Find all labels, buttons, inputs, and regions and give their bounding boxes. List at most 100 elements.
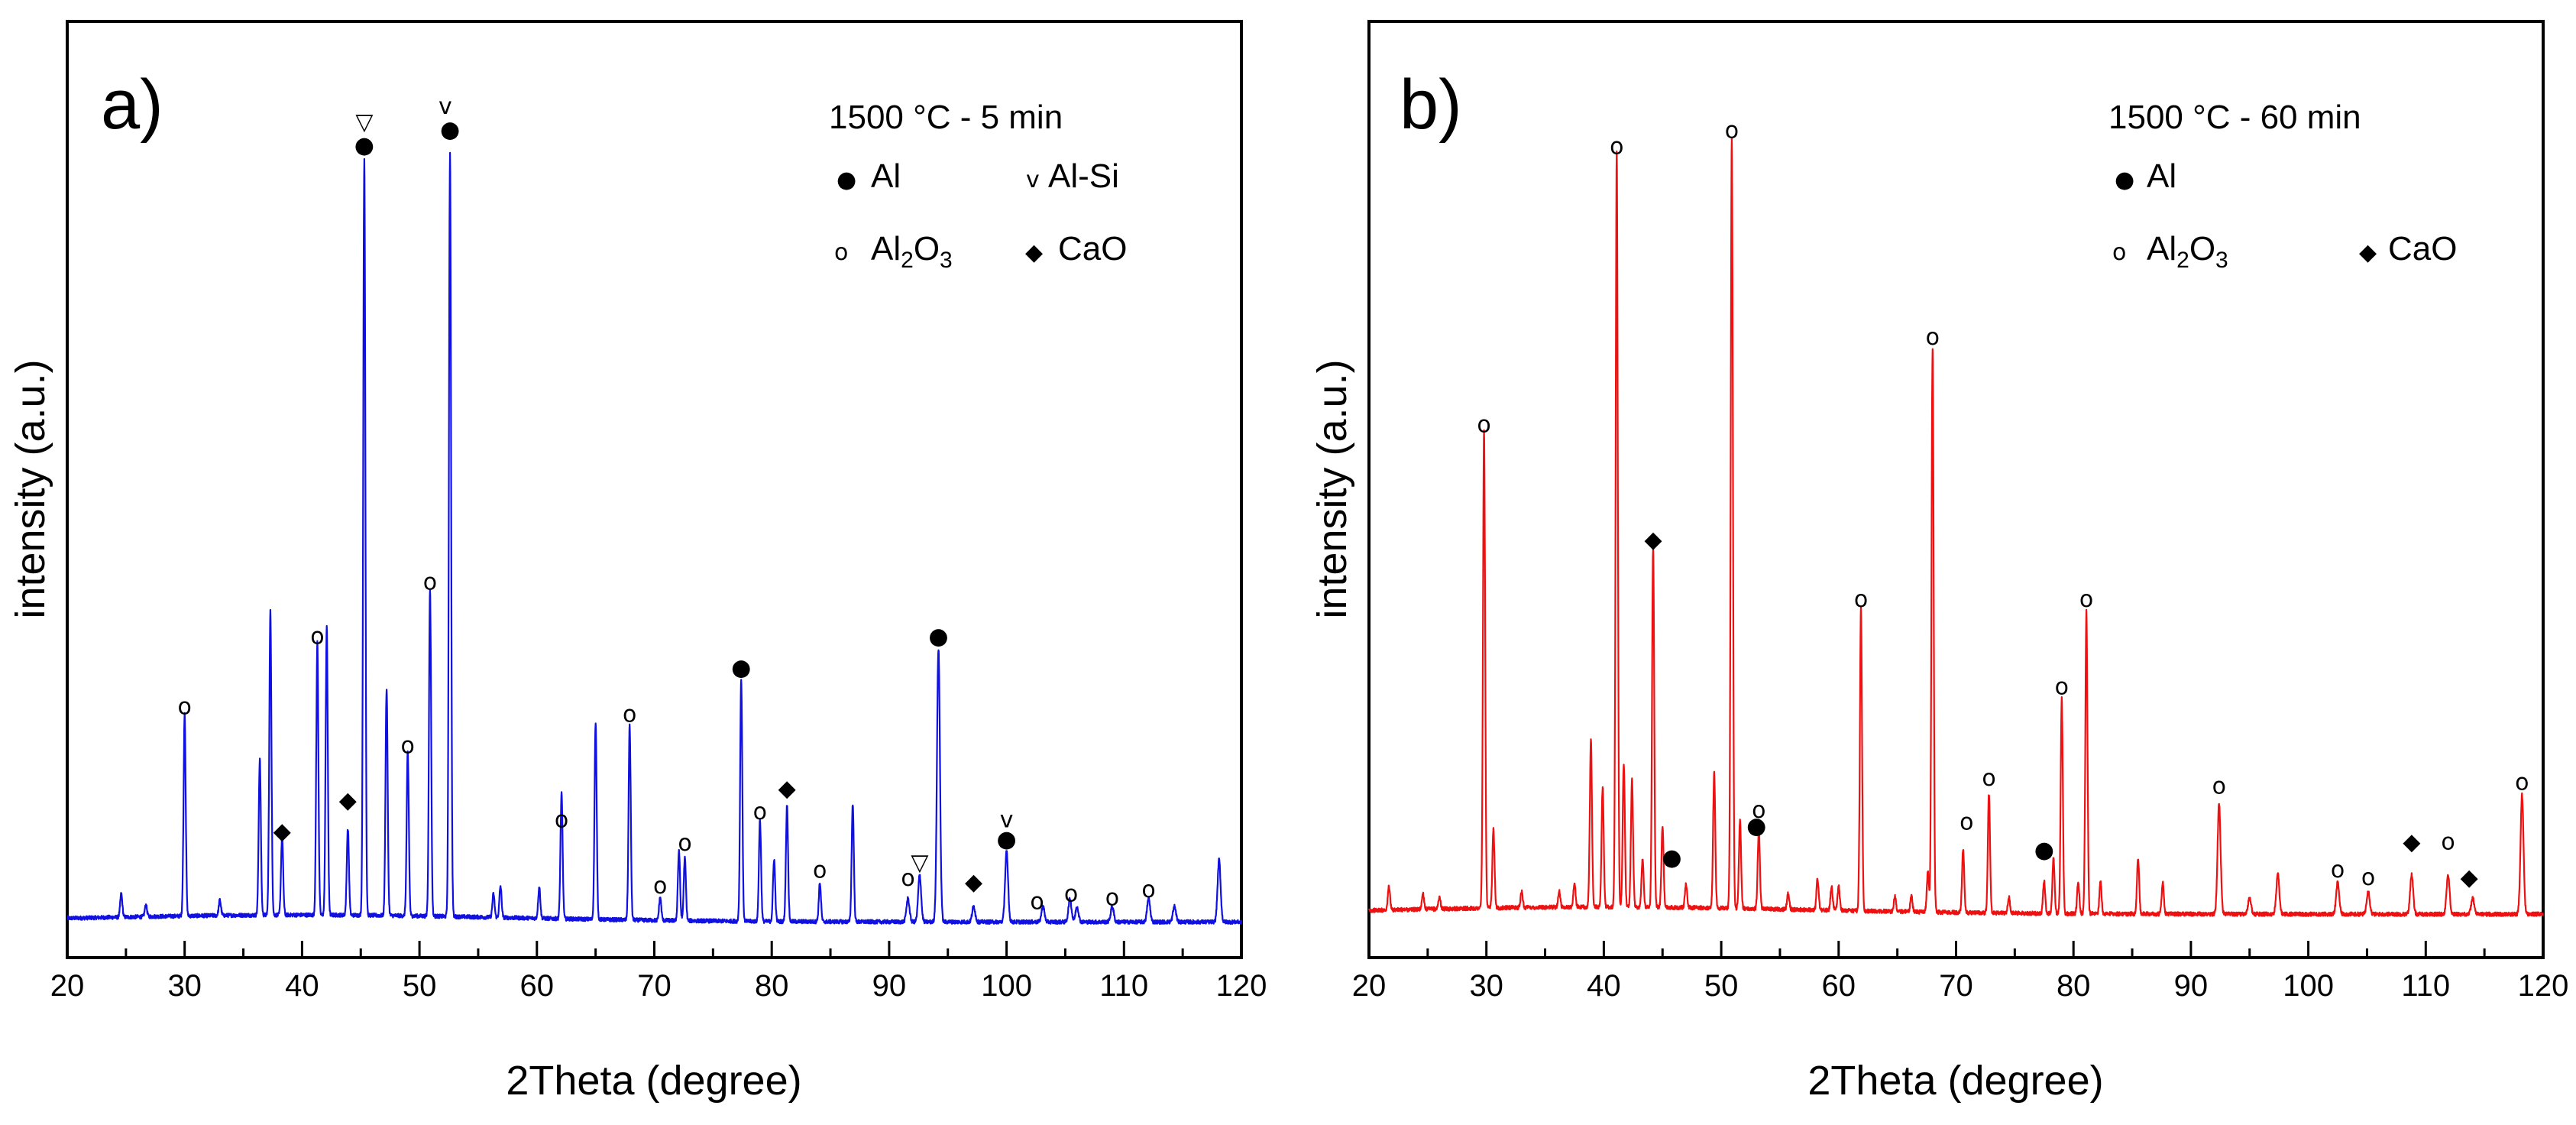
- peak-marker-al2o3: o: [653, 873, 667, 900]
- panel-label: a): [101, 66, 163, 144]
- x-tick-label: 110: [2401, 969, 2450, 1003]
- peak-marker-al2o3: o: [2331, 857, 2345, 883]
- x-tick-label: 90: [2174, 969, 2209, 1003]
- legend-open-circle-symbol: o: [2112, 239, 2126, 266]
- x-tick-label: 70: [637, 969, 672, 1003]
- x-axis-title: 2Theta (degree): [506, 1058, 801, 1104]
- legend-label-cao: CaO: [1058, 230, 1127, 267]
- legend-title: 1500 °C - 60 min: [2108, 99, 2361, 136]
- x-tick-label: 80: [755, 969, 789, 1003]
- peak-marker-al2o3: o: [555, 806, 568, 833]
- peak-marker-al2o3: o: [1725, 118, 1739, 144]
- legend-label-cao: CaO: [2388, 230, 2457, 267]
- peak-marker-al2o3: o: [2361, 864, 2375, 891]
- peak-marker-al2o3: o: [1982, 765, 1995, 792]
- legend-filled-circle-symbol: ●: [2115, 167, 2134, 193]
- y-axis-title: intensity (a.u.): [1309, 359, 1355, 618]
- peak-marker-al: ●: [997, 826, 1017, 853]
- peak-marker-al2o3: o: [2055, 674, 2069, 701]
- peak-marker-al2o3: o: [1105, 884, 1119, 911]
- peak-marker-al: ●: [2034, 837, 2054, 864]
- x-tick-label: 50: [1704, 969, 1739, 1003]
- peak-marker-al: ●: [928, 624, 948, 650]
- x-tick-label: 30: [1469, 969, 1503, 1003]
- diffraction-pattern-line: [66, 151, 1243, 926]
- legend-filled-circle-symbol: ●: [837, 167, 856, 193]
- x-tick-label: 100: [981, 969, 1032, 1003]
- peak-marker-al: ●: [354, 132, 374, 159]
- panel-label: b): [1400, 66, 1462, 144]
- x-tick-label: 20: [1352, 969, 1387, 1003]
- peak-marker-al2o3: o: [401, 733, 415, 760]
- peak-marker-cao: ◆: [273, 819, 291, 845]
- peak-marker-al2o3: o: [753, 799, 767, 825]
- peak-marker-al-si: v: [439, 93, 452, 120]
- y-axis-title: intensity (a.u.): [8, 359, 53, 618]
- x-tick-label: 60: [520, 969, 555, 1003]
- peak-marker-al2o3: o: [678, 830, 691, 857]
- x-tick-label: 80: [2057, 969, 2091, 1003]
- peak-marker-al2o3: o: [1141, 877, 1155, 903]
- x-tick-label: 100: [2283, 969, 2334, 1003]
- peak-marker-cao: ◆: [778, 776, 796, 802]
- x-tick-label: 30: [167, 969, 202, 1003]
- peak-marker-cao: ◆: [2461, 864, 2478, 891]
- peak-marker-al2o3: o: [1477, 411, 1490, 438]
- diffraction-pattern-line: [1367, 136, 2544, 917]
- legend-diamond-symbol: ◆: [1025, 239, 1043, 266]
- peak-marker-al2o3: o: [2515, 769, 2529, 796]
- peak-marker-al2o3: o: [1064, 880, 1078, 907]
- peak-marker-al2o3: o: [2079, 586, 2093, 613]
- x-tick-label: 110: [1099, 969, 1148, 1003]
- peak-marker-al2o3: o: [901, 865, 914, 892]
- x-tick-label: 20: [50, 969, 85, 1003]
- legend: 1500 °C - 60 min ● Al o Al2O3 ◆ CaO: [2108, 99, 2457, 273]
- x-tick-label: 120: [1216, 969, 1267, 1003]
- peak-marker-al2o3: o: [1854, 586, 1868, 613]
- peak-marker-al2o3: o: [1926, 324, 1940, 351]
- legend-label-al: Al: [871, 157, 901, 195]
- legend-label-al: Al: [2147, 157, 2176, 195]
- x-tick-label: 40: [285, 969, 319, 1003]
- peak-marker-al-si: ▽: [911, 850, 928, 877]
- x-axis-title: 2Theta (degree): [1807, 1058, 2103, 1104]
- legend-diamond-symbol: ◆: [2359, 239, 2377, 266]
- peak-marker-al: ●: [440, 117, 460, 144]
- x-tick-label: 60: [1822, 969, 1856, 1003]
- x-tick-label: 40: [1587, 969, 1621, 1003]
- peak-marker-al-si: ▽: [355, 109, 373, 136]
- peak-marker-al2o3: o: [1030, 889, 1044, 916]
- peak-marker-al2o3: o: [623, 702, 636, 728]
- x-tick-label: 70: [1939, 969, 1973, 1003]
- peak-marker-cao: ◆: [1644, 527, 1662, 553]
- peak-marker-al2o3: o: [310, 624, 324, 650]
- peak-marker-al2o3: o: [1610, 133, 1623, 160]
- peak-marker-al: ●: [731, 655, 751, 682]
- x-tick-label: 120: [2518, 969, 2569, 1003]
- peak-marker-al: ●: [1746, 813, 1766, 840]
- peak-marker-al2o3: o: [423, 569, 437, 595]
- peak-marker-al2o3: o: [1960, 809, 1973, 835]
- peak-marker-al2o3: o: [2441, 828, 2455, 855]
- peak-marker-cao: ◆: [2403, 828, 2420, 855]
- peak-marker-cao: ◆: [965, 869, 982, 896]
- x-tick-label: 90: [872, 969, 907, 1003]
- legend-label-al-si: Al-Si: [1048, 157, 1119, 195]
- peak-marker-al2o3: o: [813, 858, 827, 884]
- peak-marker-cao: ◆: [339, 787, 357, 814]
- legend-open-circle-symbol: o: [834, 239, 848, 266]
- peak-marker-al2o3: o: [178, 694, 192, 721]
- legend-title: 1500 °C - 5 min: [829, 99, 1063, 136]
- peak-marker-al: ●: [1662, 845, 1681, 871]
- legend: 1500 °C - 5 min ● Al v Al-Si o Al2O3 ◆ C…: [829, 99, 1127, 273]
- x-tick-label: 50: [403, 969, 437, 1003]
- peak-marker-al2o3: o: [2212, 773, 2226, 800]
- legend-label-al2o3: Al2O3: [2147, 230, 2228, 273]
- peak-marker-al2o3: o: [1752, 797, 1765, 824]
- legend-label-al2o3: Al2O3: [871, 230, 953, 273]
- legend-v-symbol: v: [1026, 167, 1040, 193]
- peak-marker-al-si: v: [1000, 806, 1014, 833]
